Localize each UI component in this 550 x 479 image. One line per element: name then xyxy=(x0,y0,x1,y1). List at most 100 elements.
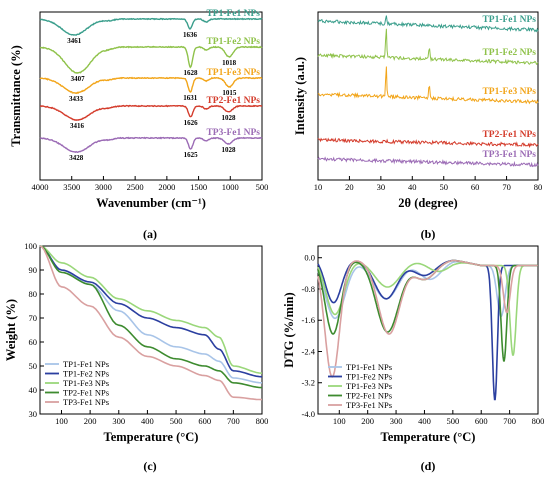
x-tick-label: 20 xyxy=(345,182,354,192)
y-tick-label: -1.6 xyxy=(302,315,315,325)
panel-label: (a) xyxy=(143,227,157,241)
panel-a: TP1-Fe1 NPs 3461 1636 TP1-Fe2 NPs 3407 1628 10… xyxy=(9,9,268,241)
series-line xyxy=(317,66,539,105)
series-line xyxy=(39,45,263,74)
x-tick-label: 60 xyxy=(471,182,480,192)
series-line xyxy=(317,15,539,33)
x-tick-label: 600 xyxy=(475,416,488,426)
x-axis-title: Temperature (°C) xyxy=(104,430,199,444)
peak-label: 3416 xyxy=(70,122,85,130)
x-tick-label: 10 xyxy=(314,182,323,192)
x-tick-label: 600 xyxy=(198,416,211,426)
series-line xyxy=(317,137,539,149)
peak-label: 1625 xyxy=(184,151,199,159)
series-line xyxy=(317,259,538,378)
series-line xyxy=(317,262,538,356)
legend-label: TP1-Fe2 NPs xyxy=(63,369,109,379)
series-line xyxy=(39,245,263,389)
series-label: TP1-Fe3 NPs xyxy=(206,68,260,78)
y-tick-label: 60 xyxy=(29,337,38,347)
y-tick-label: 50 xyxy=(29,361,38,371)
series-line xyxy=(39,17,263,36)
peak-label: 1015 xyxy=(222,89,237,97)
series-line xyxy=(39,245,263,401)
x-tick-label: 300 xyxy=(112,416,125,426)
y-tick-label: 100 xyxy=(24,241,37,251)
x-tick-label: 2000 xyxy=(158,182,175,192)
series-line xyxy=(317,28,539,66)
legend-label: TP1-Fe3 NPs xyxy=(346,381,392,391)
x-tick-label: 70 xyxy=(502,182,511,192)
panel-label: (d) xyxy=(421,459,436,473)
y-tick-label: -0.8 xyxy=(302,284,315,294)
plot-frame xyxy=(317,245,539,415)
legend-label: TP1-Fe1 NPs xyxy=(346,362,392,372)
plot-frame xyxy=(317,11,539,181)
x-tick-label: 40 xyxy=(408,182,417,192)
series-line xyxy=(39,76,263,95)
y-tick-label: 90 xyxy=(29,265,38,275)
x-tick-label: 200 xyxy=(361,416,374,426)
y-axis-title: Transmittance (%) xyxy=(9,45,23,146)
series-label: TP3-Fe1 NPs xyxy=(482,150,536,160)
x-tick-label: 1000 xyxy=(222,182,239,192)
x-tick-label: 2500 xyxy=(127,182,144,192)
legend-label: TP2-Fe1 NPs xyxy=(63,388,109,398)
series-line xyxy=(39,136,263,154)
series-line xyxy=(39,245,263,378)
series-label: TP1-Fe1 NPs xyxy=(206,9,260,19)
y-tick-label: 70 xyxy=(29,313,38,323)
x-tick-label: 400 xyxy=(418,416,431,426)
panel-label: (c) xyxy=(143,459,156,473)
y-tick-label: 80 xyxy=(29,289,38,299)
peak-label: 3433 xyxy=(69,95,84,103)
series-label: TP2-Fe1 NPs xyxy=(206,96,260,106)
legend-label: TP1-Fe3 NPs xyxy=(63,378,109,388)
panel-b: TP1-Fe1 NPs TP1-Fe2 NPs TP1-Fe3 NPs TP2-Fe1… xyxy=(293,11,543,241)
series-line xyxy=(39,245,263,374)
panel-label: (b) xyxy=(421,227,436,241)
x-tick-label: 1500 xyxy=(190,182,207,192)
peak-label: 3407 xyxy=(71,75,86,83)
x-tick-label: 50 xyxy=(439,182,448,192)
legend-label: TP3-Fe1 NPs xyxy=(63,397,109,407)
legend-label: TP2-Fe1 NPs xyxy=(346,391,392,401)
x-tick-label: 500 xyxy=(446,416,459,426)
y-tick-label: -2.4 xyxy=(302,346,316,356)
peak-label: 3461 xyxy=(67,37,82,45)
x-tick-label: 100 xyxy=(333,416,346,426)
legend-label: TP1-Fe2 NPs xyxy=(346,372,392,382)
series-label: TP1-Fe3 NPs xyxy=(482,87,536,97)
series-label: TP1-Fe2 NPs xyxy=(482,48,536,58)
x-tick-label: 800 xyxy=(256,416,269,426)
peak-label: 1028 xyxy=(222,114,237,122)
series-line xyxy=(39,245,263,384)
x-tick-label: 800 xyxy=(532,416,545,426)
y-tick-label: 0.0 xyxy=(304,253,315,263)
x-axis-title: Temperature (°C) xyxy=(381,430,476,444)
y-tick-label: 30 xyxy=(29,409,38,419)
peak-label: 1018 xyxy=(222,59,237,67)
x-axis-title: 2θ (degree) xyxy=(398,196,457,210)
plot-frame xyxy=(39,11,263,181)
x-tick-label: 80 xyxy=(534,182,543,192)
y-tick-label: 40 xyxy=(29,385,38,395)
x-tick-label: 300 xyxy=(390,416,403,426)
x-tick-label: 100 xyxy=(55,416,68,426)
x-axis-title: Wavenumber (cm⁻¹) xyxy=(96,196,206,210)
series-label: TP3-Fe1 NPs xyxy=(206,128,260,138)
series-line xyxy=(317,156,539,168)
x-tick-label: 30 xyxy=(377,182,386,192)
y-axis-title: Intensity (a.u.) xyxy=(293,57,307,135)
x-tick-label: 500 xyxy=(256,182,269,192)
x-tick-label: 500 xyxy=(170,416,183,426)
y-tick-label: -3.2 xyxy=(302,378,315,388)
series-line xyxy=(40,104,263,121)
x-tick-label: 700 xyxy=(503,416,516,426)
peak-label: 1628 xyxy=(183,69,198,77)
series-label: TP1-Fe2 NPs xyxy=(206,37,260,47)
series-label: TP2-Fe1 NPs xyxy=(482,130,536,140)
